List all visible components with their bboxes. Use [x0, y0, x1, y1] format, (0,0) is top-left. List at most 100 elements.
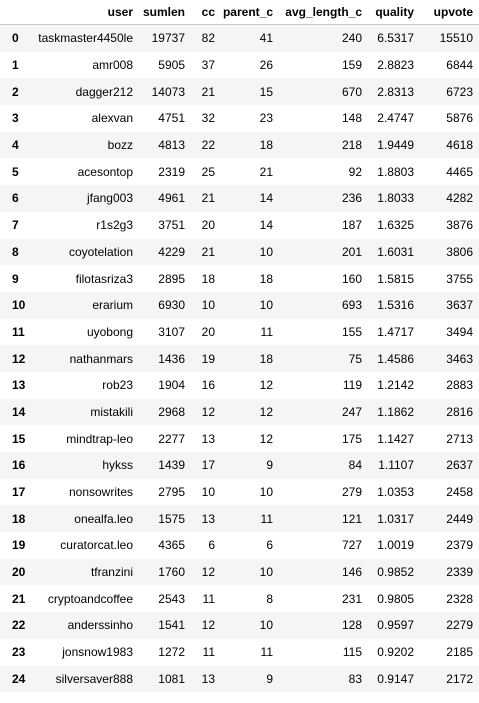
cell-user: alexvan	[91, 111, 133, 126]
column-header-sumlen: sumlen	[139, 0, 191, 25]
cell-sumlen: 19737	[151, 31, 185, 46]
cell-cc: 25	[201, 164, 215, 179]
cell-upvote: 2185	[446, 645, 473, 660]
cell-upvote: 2816	[446, 404, 473, 419]
row-index: 5	[12, 164, 19, 179]
cell-upvote: 3876	[446, 218, 473, 233]
column-header-quality: quality	[368, 0, 420, 25]
cell-avg-length-c: 175	[341, 431, 362, 446]
cell-avg-length-c: 148	[341, 111, 362, 126]
cell-avg-length-c: 187	[341, 218, 362, 233]
table-body: 0 taskmaster4450le 19737 82 41 240 6.5317 15510…	[0, 24, 479, 693]
cell-upvote: 4465	[446, 164, 473, 179]
cell-user: nathanmars	[69, 351, 133, 366]
cell-quality: 1.1427	[377, 431, 414, 446]
row-index: 10	[12, 298, 26, 313]
row-index: 3	[12, 111, 19, 126]
cell-avg-length-c: 240	[341, 31, 362, 46]
cell-quality: 1.6031	[377, 244, 414, 259]
cell-parent-c: 11	[260, 324, 273, 339]
row-index: 20	[12, 565, 26, 580]
cell-sumlen: 3751	[158, 218, 185, 233]
table-row: 17 nonsowrites 2795 10 10 279 1.0353 2458	[0, 478, 479, 506]
cell-parent-c: 10	[259, 298, 273, 313]
table-row: 19 curatorcat.leo 4365 6 6 727 1.0019 2379	[0, 532, 479, 559]
cell-parent-c: 18	[259, 351, 273, 366]
cell-quality: 0.9852	[377, 565, 414, 580]
cell-cc: 13	[201, 671, 215, 686]
cell-avg-length-c: 128	[341, 618, 362, 633]
table-header: user sumlen cc parent_c avg_length_c quality u…	[0, 0, 479, 25]
cell-avg-length-c: 670	[341, 84, 362, 99]
row-index: 15	[12, 431, 26, 446]
cell-quality: 1.9449	[377, 138, 414, 153]
cell-user: tfranzini	[90, 565, 133, 580]
cell-quality: 0.9805	[377, 591, 414, 606]
cell-upvote: 6844	[446, 58, 473, 73]
cell-cc: 10	[201, 485, 215, 500]
cell-sumlen: 1541	[158, 618, 185, 633]
cell-user: r1s2g3	[96, 218, 133, 233]
row-index: 22	[12, 618, 26, 633]
table-row: 15 mindtrap-leo 2277 13 12 175 1.1427 2713	[0, 425, 479, 452]
column-header-index	[0, 0, 30, 25]
cell-user: erarium	[92, 298, 133, 313]
cell-parent-c: 12	[259, 431, 273, 446]
row-index: 14	[12, 404, 26, 419]
cell-sumlen: 4229	[158, 244, 185, 259]
cell-cc: 13	[201, 511, 215, 526]
cell-user: jonsnow1983	[62, 645, 133, 660]
cell-user: dagger212	[75, 84, 133, 99]
cell-parent-c: 14	[259, 191, 273, 206]
cell-quality: 1.8803	[377, 164, 414, 179]
table-row: 16 hykss 1439 17 9 84 1.1107 2637	[0, 452, 479, 479]
column-header-parent-c: parent_c	[221, 0, 279, 25]
row-index: 6	[12, 191, 19, 206]
cell-quality: 6.5317	[377, 31, 414, 46]
cell-quality: 1.4717	[377, 324, 414, 339]
cell-user: amr008	[92, 58, 133, 73]
column-header-upvote: upvote	[420, 0, 479, 25]
row-index: 0	[12, 31, 19, 46]
cell-parent-c: 18	[259, 138, 273, 153]
cell-user: taskmaster4450le	[38, 31, 133, 46]
cell-parent-c: 15	[259, 84, 273, 99]
cell-avg-length-c: 159	[341, 58, 362, 73]
row-index: 9	[12, 271, 19, 286]
cell-user: mindtrap-leo	[66, 431, 133, 446]
cell-sumlen: 4365	[158, 538, 185, 553]
cell-user: curatorcat.leo	[60, 538, 133, 553]
row-index: 24	[12, 671, 26, 686]
cell-upvote: 4282	[446, 191, 473, 206]
cell-parent-c: 12	[259, 404, 273, 419]
cell-cc: 12	[201, 618, 215, 633]
row-index: 19	[12, 538, 26, 553]
table-row: 5 acesontop 2319 25 21 92 1.8803 4465	[0, 158, 479, 186]
cell-quality: 0.9597	[377, 618, 414, 633]
cell-user: coyotelation	[68, 244, 133, 259]
cell-cc: 21	[201, 191, 215, 206]
cell-quality: 0.9147	[377, 671, 414, 686]
cell-sumlen: 14073	[151, 84, 185, 99]
cell-cc: 12	[201, 565, 215, 580]
cell-user: onealfa.leo	[74, 511, 133, 526]
cell-quality: 1.0317	[377, 511, 414, 526]
cell-upvote: 2328	[446, 591, 473, 606]
cell-avg-length-c: 279	[341, 485, 362, 500]
cell-sumlen: 4961	[158, 191, 185, 206]
cell-quality: 1.2142	[377, 378, 414, 393]
cell-cc: 10	[201, 298, 215, 313]
cell-avg-length-c: 155	[341, 324, 362, 339]
cell-parent-c: 14	[259, 218, 273, 233]
cell-upvote: 2172	[446, 671, 473, 686]
cell-sumlen: 2319	[158, 164, 185, 179]
cell-sumlen: 1436	[158, 351, 185, 366]
cell-user: cryptoandcoffee	[47, 591, 133, 606]
cell-parent-c: 21	[259, 164, 273, 179]
cell-upvote: 2339	[446, 565, 473, 580]
cell-cc: 21	[201, 84, 215, 99]
cell-upvote: 2458	[446, 485, 473, 500]
table-row: 24 silversaver888 1081 13 9 83 0.9147 2172	[0, 665, 479, 693]
table-row: 11 uyobong 3107 20 11 155 1.4717 3494	[0, 318, 479, 346]
cell-cc: 12	[201, 404, 215, 419]
